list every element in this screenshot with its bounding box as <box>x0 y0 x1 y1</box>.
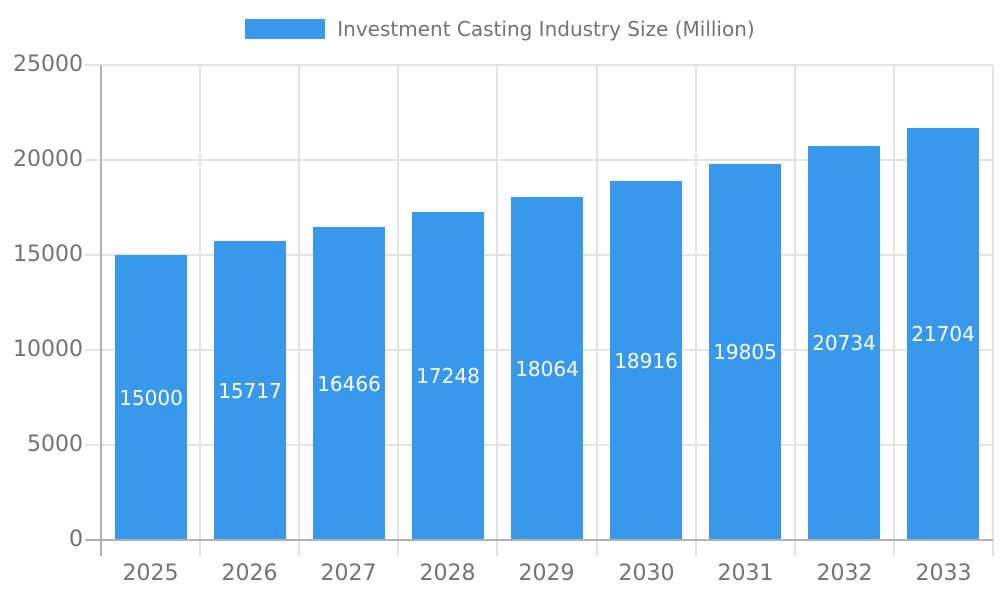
x-axis-tick <box>695 540 697 556</box>
y-gridline <box>101 64 993 66</box>
y-axis-line <box>100 65 102 556</box>
y-axis-tick <box>85 254 101 256</box>
x-axis-label: 2025 <box>122 561 179 586</box>
x-axis-tick <box>199 540 201 556</box>
y-axis-label: 10000 <box>13 337 83 362</box>
x-axis-tick <box>596 540 598 556</box>
x-axis-tick <box>794 540 796 556</box>
x-axis-tick <box>496 540 498 556</box>
bar-value-label: 21704 <box>911 322 975 346</box>
bar-value-label: 18064 <box>515 356 579 381</box>
y-axis-tick <box>85 159 101 161</box>
bar-2032[interactable]: 20734 <box>808 146 880 540</box>
x-gridline <box>992 65 994 540</box>
x-axis-label: 2027 <box>320 561 377 586</box>
x-axis-label: 2031 <box>717 561 774 586</box>
x-axis-tick <box>992 540 994 556</box>
x-axis-tick <box>298 540 300 556</box>
x-gridline <box>596 65 598 540</box>
x-gridline <box>893 65 895 540</box>
bar-2026[interactable]: 15717 <box>214 241 286 540</box>
y-axis-label: 5000 <box>27 432 83 457</box>
bar-value-label: 19805 <box>713 340 777 364</box>
bar-2028[interactable]: 17248 <box>412 212 484 540</box>
bar-2025[interactable]: 15000 <box>115 255 187 540</box>
bar-2029[interactable]: 18064 <box>511 197 583 540</box>
x-axis-line <box>85 539 993 541</box>
y-axis-tick <box>85 64 101 66</box>
y-gridline <box>101 159 993 161</box>
bar-value-label: 15717 <box>218 378 282 403</box>
legend-swatch <box>245 19 326 39</box>
x-axis-tick <box>397 540 399 556</box>
x-gridline <box>199 65 201 540</box>
legend-item[interactable]: Investment Casting Industry Size (Millio… <box>0 17 1000 41</box>
bar-2030[interactable]: 18916 <box>610 181 682 540</box>
y-axis-tick <box>85 444 101 446</box>
bar-value-label: 20734 <box>812 331 876 355</box>
x-gridline <box>496 65 498 540</box>
x-axis-label: 2033 <box>915 561 972 586</box>
y-axis-label: 15000 <box>13 242 83 267</box>
bar-2033[interactable]: 21704 <box>907 128 979 540</box>
x-axis-label: 2029 <box>518 561 575 586</box>
x-axis-label: 2030 <box>618 561 675 586</box>
bar-2031[interactable]: 19805 <box>709 164 781 540</box>
y-axis-tick <box>85 349 101 351</box>
y-axis-label: 25000 <box>13 52 83 77</box>
bar-value-label: 18916 <box>614 348 678 373</box>
bar-2027[interactable]: 16466 <box>313 227 385 540</box>
x-axis-label: 2032 <box>816 561 873 586</box>
x-gridline <box>397 65 399 540</box>
x-gridline <box>695 65 697 540</box>
x-axis-tick <box>893 540 895 556</box>
bar-value-label: 15000 <box>119 385 183 410</box>
x-gridline <box>794 65 796 540</box>
bar-value-label: 16466 <box>317 371 381 396</box>
x-gridline <box>298 65 300 540</box>
x-axis-label: 2028 <box>419 561 476 586</box>
x-axis-label: 2026 <box>221 561 278 586</box>
bar-value-label: 17248 <box>416 364 480 388</box>
y-axis-label: 0 <box>69 527 83 552</box>
legend-label: Investment Casting Industry Size (Millio… <box>337 17 755 41</box>
y-axis-label: 20000 <box>13 147 83 172</box>
